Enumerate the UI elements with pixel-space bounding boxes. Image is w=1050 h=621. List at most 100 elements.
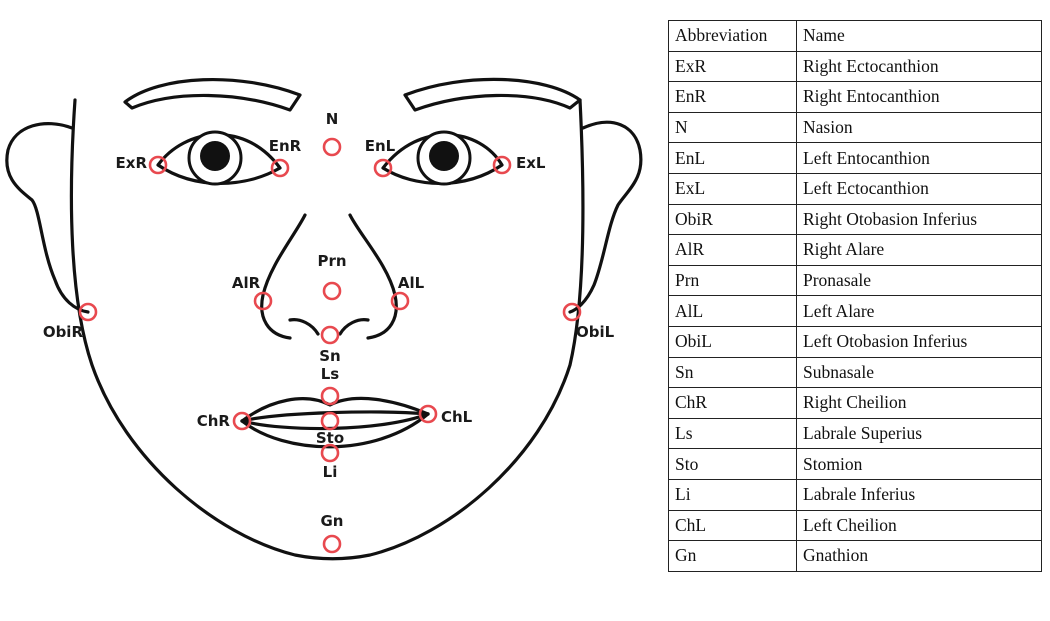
row-name: Right Cheilion xyxy=(796,387,1042,419)
landmark-marker-sn xyxy=(320,325,340,345)
left-pupil xyxy=(429,141,459,171)
nose-right-side xyxy=(260,213,307,340)
left-eyebrow xyxy=(403,77,582,112)
row-abbreviation: ExR xyxy=(668,50,797,83)
row-name: Nasion xyxy=(796,111,1042,144)
landmark-marker-exl xyxy=(492,155,512,175)
landmark-marker-obil xyxy=(562,302,582,322)
landmark-label-ls: Ls xyxy=(321,365,340,383)
landmark-marker-n xyxy=(322,137,342,157)
row-abbreviation: Ls xyxy=(668,417,797,450)
landmark-label-enr: EnR xyxy=(269,137,302,155)
landmark-marker-chl xyxy=(418,404,438,424)
row-abbreviation: Prn xyxy=(668,264,797,297)
table-row: Sn Subnasale xyxy=(668,356,1042,389)
row-name: Labrale Superius xyxy=(796,417,1042,450)
landmark-label-n: N xyxy=(326,110,339,128)
row-abbreviation: ChR xyxy=(668,387,797,419)
landmark-label-sn: Sn xyxy=(319,347,340,365)
left-ear xyxy=(568,120,643,314)
row-abbreviation: ObiR xyxy=(668,203,797,236)
landmark-label-li: Li xyxy=(323,463,338,481)
landmark-marker-all xyxy=(390,291,410,311)
landmark-label-exr: ExR xyxy=(116,154,148,172)
table-row: Sto Stomion xyxy=(668,448,1042,480)
landmark-marker-li xyxy=(320,443,340,463)
row-name: Left Entocanthion xyxy=(796,142,1042,174)
row-name: Left Otobasion Inferius xyxy=(796,325,1042,358)
row-abbreviation: Sto xyxy=(668,448,797,480)
landmark-label-obir: ObiR xyxy=(43,323,84,341)
landmark-label-obil: ObiL xyxy=(576,323,615,341)
landmark-marker-chr xyxy=(232,411,252,431)
row-abbreviation: ChL xyxy=(668,509,797,542)
landmark-marker-enl xyxy=(373,158,393,178)
row-name: Right Alare xyxy=(796,234,1042,266)
row-name: Stomion xyxy=(796,448,1042,480)
header-name: Name xyxy=(796,20,1042,52)
row-abbreviation: Li xyxy=(668,478,797,511)
row-abbreviation: AlL xyxy=(668,295,797,327)
row-abbreviation: ObiL xyxy=(668,325,797,358)
row-name: Labrale Inferius xyxy=(796,478,1042,511)
landmark-label-chr: ChR xyxy=(197,412,231,430)
table-row: ChR Right Cheilion xyxy=(668,387,1042,419)
table-row: ChL Left Cheilion xyxy=(668,509,1042,542)
landmark-label-alr: AlR xyxy=(232,274,261,292)
landmark-marker-alr xyxy=(253,291,273,311)
table-row: AlL Left Alare xyxy=(668,295,1042,327)
row-abbreviation: AlR xyxy=(668,234,797,266)
table-row: EnL Left Entocanthion xyxy=(668,142,1042,174)
table-row: N Nasion xyxy=(668,111,1042,144)
table-row: Ls Labrale Superius xyxy=(668,417,1042,450)
landmark-marker-sto xyxy=(320,411,340,431)
face-contour xyxy=(69,98,585,561)
row-abbreviation: EnR xyxy=(668,81,797,113)
landmark-label-gn: Gn xyxy=(321,512,344,530)
table-row: Gn Gnathion xyxy=(668,540,1042,572)
row-name: Right Ectocanthion xyxy=(796,50,1042,83)
landmark-marker-prn xyxy=(322,281,342,301)
row-abbreviation: Sn xyxy=(668,356,797,389)
right-eyebrow xyxy=(123,77,302,112)
row-name: Right Entocanthion xyxy=(796,81,1042,113)
landmark-marker-ls xyxy=(320,386,340,406)
table-row: EnR Right Entocanthion xyxy=(668,81,1042,113)
lower-lip xyxy=(240,412,430,449)
table-row: ObiL Left Otobasion Inferius xyxy=(668,325,1042,358)
row-name: Pronasale xyxy=(796,264,1042,297)
nostril-left xyxy=(338,318,370,336)
row-name: Gnathion xyxy=(796,540,1042,572)
landmark-label-prn: Prn xyxy=(317,252,346,270)
right-ear xyxy=(5,122,90,314)
row-name: Left Cheilion xyxy=(796,509,1042,542)
landmark-table: Abbreviation Name ExR Right Ectocanthion E… xyxy=(668,20,1042,572)
landmark-label-chl: ChL xyxy=(441,408,473,426)
row-abbreviation: N xyxy=(668,111,797,144)
landmark-label-enl: EnL xyxy=(365,137,396,155)
landmark-label-all: AlL xyxy=(398,274,425,292)
row-name: Subnasale xyxy=(796,356,1042,389)
table-row: Li Labrale Inferius xyxy=(668,478,1042,511)
landmark-marker-exr xyxy=(148,155,168,175)
row-abbreviation: Gn xyxy=(668,540,797,572)
table-row: ExL Left Ectocanthion xyxy=(668,172,1042,205)
right-eye xyxy=(156,133,282,185)
table-row: Prn Pronasale xyxy=(668,264,1042,297)
row-abbreviation: EnL xyxy=(668,142,797,174)
landmark-marker-obir xyxy=(78,302,98,322)
landmark-marker-gn xyxy=(322,534,342,554)
landmark-marker-enr xyxy=(270,158,290,178)
landmark-label-exl: ExL xyxy=(516,154,546,172)
table-header-row: Abbreviation Name xyxy=(668,20,1042,52)
row-abbreviation: ExL xyxy=(668,172,797,205)
row-name: Right Otobasion Inferius xyxy=(796,203,1042,236)
row-name: Left Alare xyxy=(796,295,1042,327)
table-row: ExR Right Ectocanthion xyxy=(668,50,1042,83)
nostril-right xyxy=(288,318,320,336)
row-name: Left Ectocanthion xyxy=(796,172,1042,205)
table-row: ObiR Right Otobasion Inferius xyxy=(668,203,1042,236)
landmark-label-sto: Sto xyxy=(316,429,344,447)
